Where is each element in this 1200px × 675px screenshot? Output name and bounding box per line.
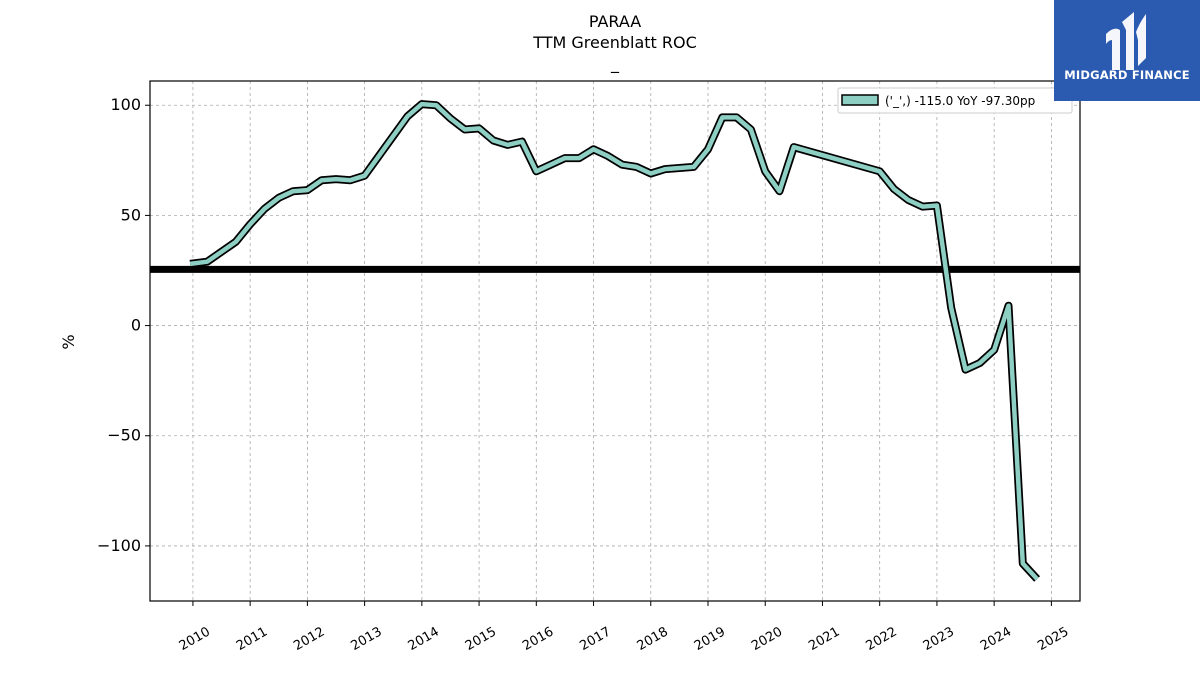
midgard-logo-icon bbox=[1106, 12, 1146, 70]
x-tick-label: 2022 bbox=[864, 624, 900, 654]
plot-area-frame bbox=[149, 80, 1081, 602]
series-group bbox=[189, 100, 1041, 582]
y-axis-label: % bbox=[59, 334, 78, 349]
x-tick-label: 2015 bbox=[463, 624, 499, 654]
legend: ('_',) -115.0 YoY -97.30pp bbox=[837, 87, 1073, 114]
x-tick-label: 2010 bbox=[177, 624, 213, 654]
x-tick-label: 2014 bbox=[406, 624, 442, 654]
x-tick-label: 2023 bbox=[921, 624, 957, 654]
x-tick-label: 2021 bbox=[806, 624, 842, 654]
chart-subtitle: TTM Greenblatt ROC bbox=[532, 33, 697, 52]
chart-title: PARAA bbox=[589, 12, 641, 31]
x-tick-label: 2018 bbox=[635, 624, 671, 654]
x-tick-label: 2012 bbox=[291, 624, 327, 654]
y-tick-label: −100 bbox=[97, 536, 141, 555]
x-tick-label: 2024 bbox=[978, 624, 1014, 654]
x-tick-label: 2011 bbox=[234, 624, 270, 654]
series-line bbox=[189, 101, 1039, 581]
x-tick-label: 2020 bbox=[749, 624, 785, 654]
y-tick-label: 100 bbox=[110, 95, 141, 114]
legend-swatch bbox=[841, 94, 879, 106]
x-tick-label: 2025 bbox=[1035, 624, 1071, 654]
x-tick-label: 2019 bbox=[692, 624, 728, 654]
y-tick-label: 0 bbox=[131, 316, 141, 335]
x-tick-label: 2016 bbox=[520, 624, 556, 654]
legend-label: ('_',) -115.0 YoY -97.30pp bbox=[885, 94, 1035, 108]
axis-ticks: 100 50 0 −50 −100 2010 2011 2012 2013 2014 2015 201… bbox=[97, 95, 1071, 654]
logo-text: MIDGARD FINANCE bbox=[1064, 68, 1190, 82]
x-tick-label: 2017 bbox=[577, 624, 613, 654]
x-tick-label: 2013 bbox=[348, 624, 384, 654]
series-line-outline bbox=[189, 100, 1041, 582]
chart-subtitle-2: _ bbox=[610, 54, 620, 74]
y-tick-label: 50 bbox=[121, 205, 141, 224]
y-tick-label: −50 bbox=[107, 426, 141, 445]
